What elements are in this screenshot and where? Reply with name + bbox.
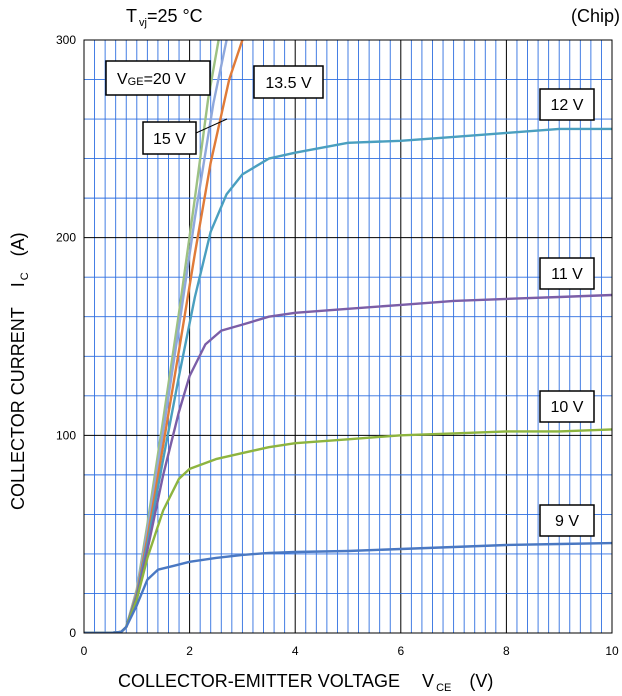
label-15v: 15 V xyxy=(142,118,228,155)
label-12v: 12 V xyxy=(539,88,595,121)
y-axis-symbol-sub: C xyxy=(19,272,31,280)
x-tick-label: 0 xyxy=(81,644,88,658)
label-9v-text: 9 V xyxy=(555,513,579,530)
x-tick-label: 10 xyxy=(605,644,619,658)
label-vge-20v: VGE=20 V xyxy=(105,60,211,96)
x-axis-unit: (V) xyxy=(469,671,493,691)
y-tick-label: 100 xyxy=(56,428,76,442)
label-10v: 10 V xyxy=(539,390,595,423)
label-12v-text: 12 V xyxy=(551,97,584,114)
title-left-sub: vj xyxy=(139,17,147,29)
chart-title-right: (Chip) xyxy=(571,6,620,26)
x-tick-label: 8 xyxy=(503,644,510,658)
x-axis-symbol: V xyxy=(422,671,434,691)
x-axis-label-text: COLLECTOR-EMITTER VOLTAGE xyxy=(118,671,400,691)
label-13-5v: 13.5 V xyxy=(253,65,324,99)
series-group xyxy=(84,40,612,633)
y-tick-label: 300 xyxy=(56,33,76,47)
label-11v: 11 V xyxy=(539,257,595,290)
x-tick-labels: 0 2 4 6 8 10 xyxy=(81,644,619,658)
label-15v-text: 15 V xyxy=(153,131,186,148)
y-tick-label: 0 xyxy=(69,626,76,640)
x-axis-symbol-sub: CE xyxy=(436,682,451,694)
x-tick-label: 6 xyxy=(397,644,404,658)
annotations: VGE=20 V 15 V 13.5 V 12 V 11 V 10 V xyxy=(105,60,595,537)
label-9v: 9 V xyxy=(539,504,595,537)
series-line-9-v xyxy=(84,541,612,633)
y-axis-unit: (A) xyxy=(8,232,28,256)
vge-rest: =20 V xyxy=(144,71,187,88)
title-left-main: T xyxy=(126,6,137,26)
label-13-5v-text: 13.5 V xyxy=(265,75,312,92)
vge-sub: GE xyxy=(128,76,144,88)
title-left-rest: =25 °C xyxy=(147,6,203,26)
vge-main: V xyxy=(117,71,128,88)
label-11v-text: 11 V xyxy=(551,266,583,283)
x-tick-label: 2 xyxy=(186,644,193,658)
svg-text:VGE=20 V: VGE=20 V xyxy=(117,71,186,88)
y-axis-label-text: COLLECTOR CURRENT xyxy=(8,307,28,510)
y-axis-label: COLLECTOR CURRENT IC (A) xyxy=(8,232,31,510)
plot-frame xyxy=(83,39,613,634)
y-axis-symbol: I xyxy=(8,282,28,287)
y-tick-labels: 0 100 200 300 xyxy=(56,33,76,640)
y-tick-label: 200 xyxy=(56,231,76,245)
x-tick-label: 4 xyxy=(292,644,299,658)
x-axis-label: COLLECTOR-EMITTER VOLTAGE V CE (V) xyxy=(118,671,493,694)
label-10v-text: 10 V xyxy=(551,399,584,416)
